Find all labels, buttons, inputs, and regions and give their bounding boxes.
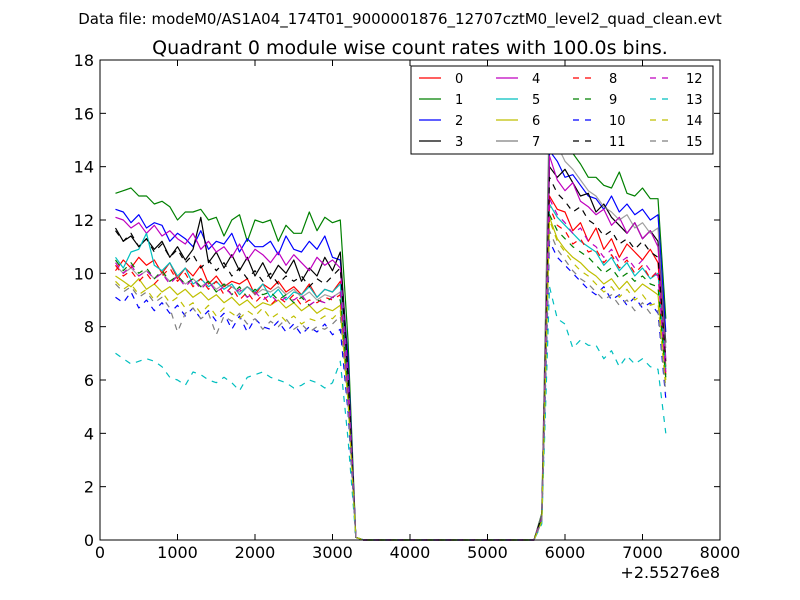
plot-area [114, 94, 667, 541]
series-line-13 [115, 286, 667, 541]
chart-title: Quadrant 0 module wise count rates with … [152, 37, 668, 59]
legend-label-8: 8 [609, 72, 617, 87]
y-tick-label: 2 [84, 478, 94, 497]
legend-label-7: 7 [532, 135, 540, 150]
y-tick-label: 14 [74, 158, 94, 177]
x-tick-label: 2000 [235, 543, 276, 562]
y-tick-label: 8 [84, 318, 94, 337]
legend-label-2: 2 [455, 114, 463, 129]
legend-label-9: 9 [609, 93, 617, 108]
axes: 0 1000 2000 3000 4000 5000 6000 7000 80000246810… [74, 51, 741, 562]
legend-label-3: 3 [455, 135, 463, 150]
x-tick-label: 3000 [312, 543, 353, 562]
legend-label-4: 4 [532, 72, 540, 87]
legend-label-11: 11 [609, 135, 626, 150]
x-tick-label: 5000 [467, 543, 508, 562]
x-tick-label: 1000 [157, 543, 198, 562]
x-tick-label: 8000 [700, 543, 741, 562]
legend-label-0: 0 [455, 72, 463, 87]
legend-label-14: 14 [686, 114, 703, 129]
legend-label-10: 10 [609, 114, 626, 129]
series-line-14 [115, 219, 667, 541]
y-tick-label: 18 [74, 51, 94, 70]
legend-label-12: 12 [686, 72, 703, 87]
y-tick-label: 10 [74, 264, 94, 283]
y-tick-label: 12 [74, 211, 94, 230]
series-line-3 [114, 166, 667, 541]
series-line-4 [115, 155, 667, 541]
x-tick-label: 4000 [390, 543, 431, 562]
x-tick-label: 6000 [545, 543, 586, 562]
x-tick-label: 0 [95, 543, 105, 562]
series-line-1 [115, 118, 667, 541]
legend-label-6: 6 [532, 114, 540, 129]
data-file-label: Data file: modeM0/AS1A04_174T01_90000018… [78, 10, 722, 29]
legend-label-15: 15 [686, 135, 703, 150]
x-tick-label: 7000 [622, 543, 663, 562]
series-line-0 [115, 195, 667, 541]
legend-label-5: 5 [532, 93, 540, 108]
series-line-15 [115, 230, 667, 541]
series-line-12 [115, 198, 667, 541]
legend-label-13: 13 [686, 93, 703, 108]
series-line-6 [115, 216, 667, 541]
legend-label-1: 1 [455, 93, 463, 108]
y-tick-label: 4 [84, 424, 94, 443]
legend-box [410, 65, 714, 155]
y-tick-label: 0 [84, 531, 94, 550]
y-tick-label: 16 [74, 104, 94, 123]
series-line-7 [115, 94, 667, 541]
series-line-11 [115, 176, 667, 541]
series-line-2 [115, 150, 667, 541]
x-offset-label: +2.55276e8 [620, 563, 720, 582]
series-line-8 [115, 206, 667, 541]
series-line-9 [115, 214, 667, 541]
y-tick-label: 6 [84, 371, 94, 390]
